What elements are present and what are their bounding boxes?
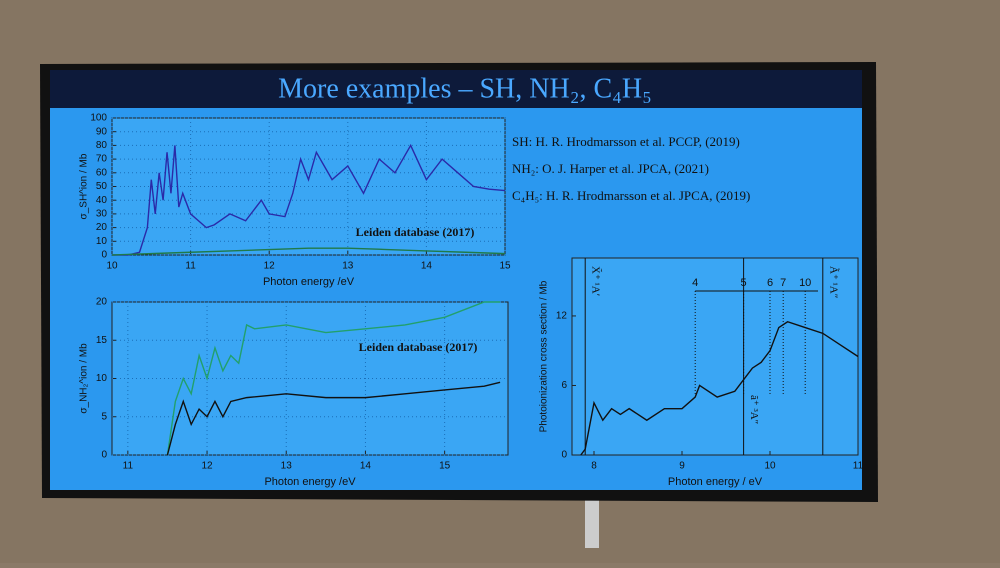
- y-tick-label: 100: [90, 113, 107, 124]
- x-tick-label: 8: [591, 461, 597, 472]
- reference: C₄H₅: H. R. Hrodmarsson et al. JPCA, (20…: [512, 188, 750, 203]
- y-tick-label: 90: [96, 126, 108, 137]
- band-label: 5: [741, 277, 747, 289]
- y-tick-label: 60: [96, 167, 108, 178]
- x-tick-label: 11: [185, 261, 196, 272]
- y-tick-label: 0: [101, 450, 107, 461]
- series-line: [580, 320, 859, 456]
- slide-title: More examples – SH, NH₂, C₄H₅: [278, 73, 652, 104]
- y-tick-label: 0: [101, 250, 107, 261]
- y-tick-label: 70: [96, 154, 108, 165]
- y-tick-label: 40: [96, 195, 108, 206]
- y-tick-label: 50: [96, 181, 108, 192]
- x-tick-label: 11: [123, 461, 134, 472]
- band-label: 10: [799, 277, 811, 289]
- reference: SH: H. R. Hrodmarsson et al. PCCP, (2019…: [512, 134, 740, 149]
- plot-area: [571, 257, 859, 456]
- x-tick-label: 14: [360, 461, 372, 472]
- x-tick-label: 12: [264, 261, 276, 272]
- y-axis-label: σ_SH^ion / Mb: [79, 153, 90, 219]
- y-tick-label: 20: [96, 297, 108, 308]
- x-tick-label: 13: [281, 461, 293, 472]
- reference: NH₂: O. J. Harper et al. JPCA, (2021): [512, 161, 709, 176]
- y-tick-label: 6: [561, 380, 567, 391]
- y-tick-label: 5: [101, 411, 107, 422]
- y-tick-label: 80: [96, 140, 108, 151]
- x-tick-label: 14: [421, 261, 433, 272]
- y-tick-label: 0: [561, 450, 567, 461]
- y-tick-label: 20: [96, 222, 108, 233]
- x-axis-label: Photon energy / eV: [668, 476, 763, 488]
- series-line: [112, 143, 506, 256]
- state-label: Ã⁺ ¹A″: [827, 266, 839, 298]
- series-line: [166, 301, 501, 456]
- x-axis-label: Photon energy /eV: [264, 476, 356, 488]
- series-line: [166, 381, 501, 456]
- y-tick-label: 30: [96, 209, 108, 220]
- cable-clip: [585, 500, 599, 548]
- series-line: [111, 247, 506, 256]
- title-bar: [50, 70, 862, 110]
- plot-area: [111, 301, 509, 456]
- y-tick-label: 15: [96, 335, 108, 346]
- x-tick-label: 13: [342, 261, 354, 272]
- annotation: Leiden database (2017): [356, 225, 475, 239]
- y-axis-label: Photoionization cross section / Mb: [539, 280, 550, 432]
- x-tick-label: 12: [201, 461, 213, 472]
- y-tick-label: 12: [556, 311, 568, 322]
- y-axis-label: σ_NH₂^ion / Mb: [79, 343, 90, 414]
- x-tick-label: 10: [764, 461, 776, 472]
- band-label: 4: [692, 277, 698, 289]
- x-tick-label: 11: [853, 461, 864, 472]
- x-axis-label: Photon energy /eV: [263, 276, 355, 288]
- x-tick-label: 9: [679, 461, 685, 472]
- y-tick-label: 10: [96, 236, 108, 247]
- state-label: X̃⁺ ¹A′: [590, 266, 603, 296]
- band-label: 6: [767, 277, 773, 289]
- y-tick-label: 10: [96, 373, 108, 384]
- band-label: 7: [780, 277, 786, 289]
- x-tick-label: 15: [439, 461, 451, 472]
- state-label: ã⁺ ³A″: [748, 395, 760, 424]
- x-tick-label: 10: [106, 261, 118, 272]
- annotation: Leiden database (2017): [359, 340, 478, 354]
- x-tick-label: 15: [499, 261, 511, 272]
